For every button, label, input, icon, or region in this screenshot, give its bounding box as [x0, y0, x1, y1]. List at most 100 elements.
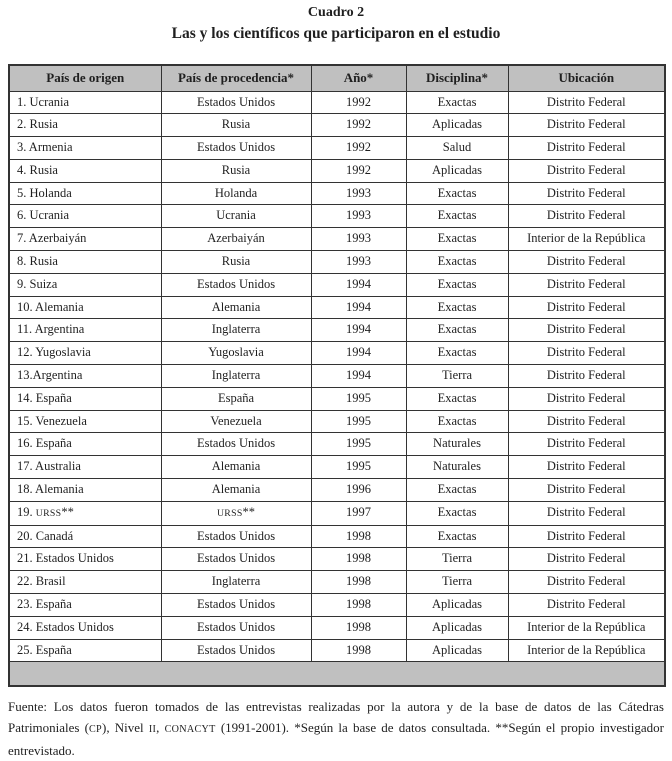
table-cell: 1992 [310, 113, 407, 138]
table-cell: Estados Unidos [160, 524, 312, 549]
scientists-table: País de origen País de procedencia* Año* Di… [8, 64, 666, 687]
table-cell: Aplicadas [405, 158, 509, 183]
table-cell: Distrito Federal [507, 500, 666, 526]
header-cell: Año* [310, 64, 407, 92]
table-cell: 7. Azerbaiyán [8, 227, 162, 252]
table-cell: Distrito Federal [507, 181, 666, 206]
table-cell: Distrito Federal [507, 364, 666, 388]
table-cell: 1994 [310, 341, 407, 366]
table-cell: 25. España [8, 638, 162, 663]
table-row: 2. Rusia Rusia 1992 Aplicadas Distrito Feder… [8, 113, 666, 138]
table-row: 3. Armenia Estados Unidos 1992 Salud Distrit… [8, 136, 666, 160]
table-cell: 1992 [310, 158, 407, 183]
table-cell: 21. Estados Unidos [8, 547, 162, 572]
table-cell: Naturales [405, 455, 509, 480]
table-cell: Tierra [405, 547, 509, 572]
table-row: 15. Venezuela Venezuela 1995 Exactas Distrit… [8, 409, 666, 434]
table-closing-gray-row [8, 661, 666, 687]
table-cell: Exactas [405, 227, 509, 252]
table-cell: 14. España [8, 386, 162, 411]
table-cell: 9. Suiza [8, 272, 162, 297]
table-cell: 1992 [310, 136, 407, 160]
table-cell: Exactas [405, 90, 509, 115]
table-cell: Interior de la República [507, 638, 666, 663]
table-cell: Estados Unidos [160, 136, 312, 160]
table-cell: 1993 [310, 181, 407, 206]
table-cell: 10. Alemania [8, 295, 162, 320]
header-cell: Ubicación [507, 64, 666, 92]
table-cell: 1998 [310, 638, 407, 663]
table-cell: Distrito Federal [507, 158, 666, 183]
table-cell: 3. Armenia [8, 136, 162, 160]
table-cell: 5. Holanda [8, 181, 162, 206]
table-row: 7. Azerbaiyán Azerbaiyán 1993 Exactas Interi… [8, 227, 666, 252]
table-cell: Estados Unidos [160, 615, 312, 640]
table-cell: Exactas [405, 524, 509, 549]
table-cell: Aplicadas [405, 113, 509, 138]
table-cell: Exactas [405, 386, 509, 411]
table-row: 19. URSS** URSS** 1997 Exactas Distrito Fede… [8, 500, 666, 526]
table-row: 1. Ucrania Estados Unidos 1992 Exactas Distr… [8, 90, 666, 115]
table-cell: Rusia [160, 113, 312, 138]
table-header-row: País de origen País de procedencia* Año* Di… [8, 64, 666, 92]
table-cell: 1995 [310, 409, 407, 434]
smallcaps-text: II [148, 723, 157, 735]
table-cell: 1. Ucrania [8, 90, 162, 115]
table-cell: Distrito Federal [507, 204, 666, 229]
table-cell: 12. Yugoslavia [8, 341, 162, 366]
table-cell: Inglaterra [160, 364, 312, 388]
table-cell: 1992 [310, 90, 407, 115]
table-row: 25. España Estados Unidos 1998 Aplicadas Int… [8, 638, 666, 663]
table-cell: Exactas [405, 341, 509, 366]
table-subtitle: Las y los científicos que participaron e… [171, 25, 501, 42]
table-cell: 22. Brasil [8, 570, 162, 595]
table-row: 23. España Estados Unidos 1998 Aplicadas Dis… [8, 593, 666, 617]
table-cell: 1994 [310, 295, 407, 320]
smallcaps-text: CP [89, 723, 102, 735]
table-cell: 1995 [310, 455, 407, 480]
table-cell: 1993 [310, 250, 407, 274]
table-cell: Exactas [405, 272, 509, 297]
table-cell: Interior de la República [507, 227, 666, 252]
table-row: 11. Argentina Inglaterra 1994 Exactas Distri… [8, 318, 666, 343]
table-cell: Distrito Federal [507, 90, 666, 115]
table-row: 13.Argentina Inglaterra 1994 Tierra Distrito… [8, 364, 666, 388]
table-cell: 13.Argentina [8, 364, 162, 388]
table-cell: 1998 [310, 615, 407, 640]
table-cell: Estados Unidos [160, 432, 312, 457]
table-cell: Distrito Federal [507, 570, 666, 595]
table-cell: Interior de la República [507, 615, 666, 640]
table-row: 9. Suiza Estados Unidos 1994 Exactas Distrit… [8, 272, 666, 297]
table-row: 17. Australia Alemania 1995 Naturales Distri… [8, 455, 666, 480]
table-cell: Inglaterra [160, 570, 312, 595]
header-cell: País de origen [8, 64, 162, 92]
header-cell: País de procedencia* [160, 64, 312, 92]
table-row: 10. Alemania Alemania 1994 Exactas Distrito … [8, 295, 666, 320]
table-cell: Aplicadas [405, 615, 509, 640]
table-cell: Ucrania [160, 204, 312, 229]
smallcaps-text: URSS [35, 507, 62, 519]
table-cell: URSS** [160, 500, 312, 526]
table-cell: 1996 [310, 478, 407, 502]
table-cell: Alemania [160, 478, 312, 502]
table-cell: Rusia [160, 158, 312, 183]
table-cell: Distrito Federal [507, 341, 666, 366]
table-cell: Distrito Federal [507, 250, 666, 274]
table-cell: Distrito Federal [507, 113, 666, 138]
table-cell: 1994 [310, 364, 407, 388]
table-cell: Rusia [160, 250, 312, 274]
table-cell: 1994 [310, 272, 407, 297]
table-cell: 1998 [310, 593, 407, 617]
table-row: 6. Ucrania Ucrania 1993 Exactas Distrito Fed… [8, 204, 666, 229]
table-cell: Distrito Federal [507, 136, 666, 160]
header-cell: Disciplina* [405, 64, 509, 92]
table-cell: Tierra [405, 570, 509, 595]
table-cell: 15. Venezuela [8, 409, 162, 434]
table-cell: Azerbaiyán [160, 227, 312, 252]
table-cell: Distrito Federal [507, 524, 666, 549]
smallcaps-text: URSS [216, 507, 243, 519]
source-note: Fuente: Los datos fueron tomados de las … [8, 698, 664, 758]
table-cell: Distrito Federal [507, 295, 666, 320]
table-cell: 19. URSS** [8, 500, 162, 526]
table-cell: 1993 [310, 204, 407, 229]
